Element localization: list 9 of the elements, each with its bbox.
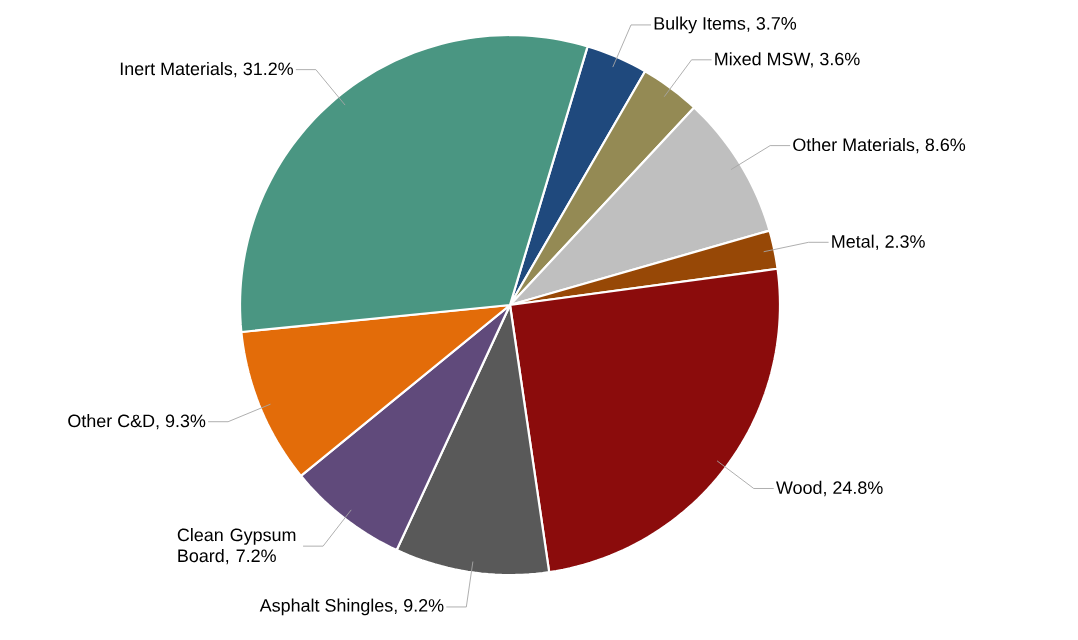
slice-label: Clean Gypsum Board, 7.2% bbox=[177, 528, 296, 565]
slice-label: Other C&D, 9.3% bbox=[68, 414, 206, 430]
slice-label: Inert Materials, 31.2% bbox=[120, 61, 294, 78]
slice-label: Other Materials, 8.6% bbox=[793, 137, 966, 154]
slice-label: Mixed MSW, 3.6% bbox=[715, 52, 860, 68]
slice-label: Asphalt Shingles, 9.2% bbox=[259, 598, 444, 616]
slice-label: Wood, 24.8% bbox=[776, 480, 883, 497]
slice-label: Bulky Items, 3.7% bbox=[654, 16, 797, 34]
slice-label: Metal, 2.3% bbox=[832, 234, 925, 250]
